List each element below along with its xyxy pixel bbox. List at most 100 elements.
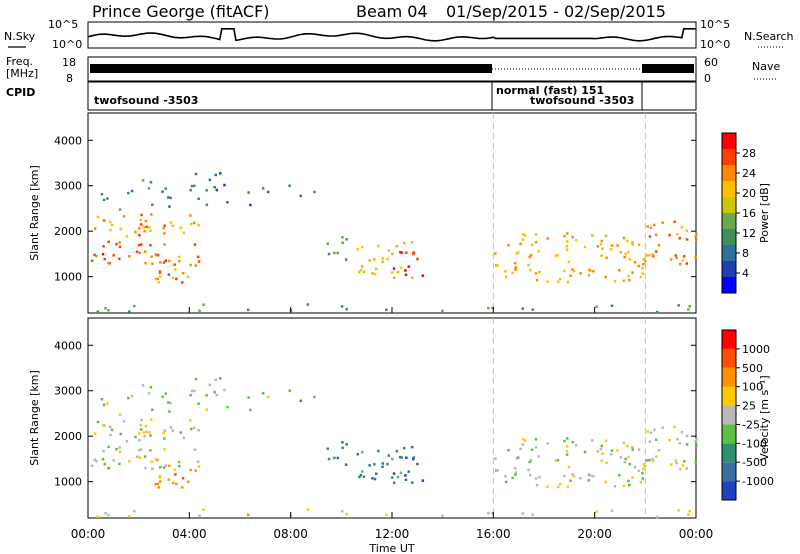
- power-cell: [145, 225, 148, 229]
- power-cell: [247, 308, 250, 312]
- power-cell: [487, 306, 490, 310]
- power-cell: [215, 188, 219, 192]
- power-cell: [130, 189, 134, 193]
- power-cell: [616, 244, 619, 247]
- power-cell: [566, 280, 570, 284]
- power-cell: [619, 251, 623, 254]
- power-cell: [504, 270, 507, 273]
- velocity-cell: [151, 467, 154, 470]
- velocity-cell: [215, 393, 219, 397]
- colorbar-tick-label: 1000: [742, 343, 770, 356]
- velocity-cell: [173, 468, 176, 471]
- velocity-cell: [546, 442, 549, 445]
- velocity-cell: [385, 513, 388, 516]
- colorbar-segment: [722, 277, 736, 293]
- power-cell: [102, 198, 106, 202]
- velocity-cell: [514, 473, 517, 476]
- power-cell: [341, 236, 344, 239]
- velocity-cell: [657, 449, 661, 452]
- power-cell: [604, 275, 607, 279]
- velocity-cell: [169, 426, 173, 429]
- power-cell: [141, 179, 145, 182]
- velocity-cell: [574, 444, 578, 447]
- power-cell: [190, 184, 194, 188]
- power-cell: [159, 261, 162, 264]
- velocity-cell: [149, 449, 152, 452]
- velocity-cell: [390, 476, 394, 479]
- colorbar-segment: [722, 424, 736, 444]
- velocity-cell: [537, 455, 540, 458]
- power-cell: [583, 245, 587, 249]
- power-cell: [538, 270, 541, 274]
- velocity-cell: [104, 512, 107, 515]
- velocity-cell: [143, 435, 146, 438]
- power-cell: [546, 280, 549, 283]
- velocity-cell: [511, 476, 514, 480]
- time-axis: 00:00 04:00 08:00 12:00 16:00 20:00 00:00: [71, 307, 713, 541]
- velocity-cell: [631, 446, 634, 449]
- power-cell: [186, 275, 190, 278]
- power-cell: [149, 229, 152, 232]
- power-cell: [531, 308, 534, 311]
- velocity-cell: [138, 439, 141, 442]
- velocity-cell: [118, 450, 122, 454]
- colorbar-tick-label: 12: [742, 227, 756, 240]
- power-cell: [587, 274, 590, 277]
- cpid-segment-1: twofsound -3503: [94, 94, 198, 107]
- velocity-cell: [163, 429, 166, 432]
- power-cell: [648, 235, 652, 238]
- velocity-cell: [213, 390, 216, 394]
- power-cell: [600, 254, 603, 257]
- power-cell: [496, 264, 499, 267]
- power-cell: [393, 276, 396, 279]
- velocity-cell: [172, 481, 175, 485]
- velocity-cell: [361, 470, 364, 473]
- velocity-cell: [565, 449, 569, 453]
- power-cell: [327, 252, 331, 256]
- nsky-tick-bottom: 10^0: [52, 38, 82, 51]
- velocity-cell: [587, 479, 590, 482]
- velocity-cell: [158, 474, 162, 478]
- velocity-cell: [93, 432, 97, 435]
- velocity-colorbar: 1000 500 100 25 -25 -100 -500 -1000: [721, 329, 774, 501]
- velocity-cell: [197, 465, 201, 468]
- velocity-cell: [646, 430, 649, 433]
- colorbar-tick-label: -1000: [742, 475, 774, 488]
- power-cell: [138, 234, 141, 237]
- velocity-cell: [205, 408, 209, 411]
- colorbar-segment: [722, 229, 736, 245]
- velocity-cell: [138, 432, 141, 435]
- velocity-cell: [112, 459, 115, 462]
- velocity-cell: [579, 477, 582, 480]
- cpid-panel-frame: [87, 81, 697, 111]
- power-cell: [182, 231, 186, 235]
- velocity-cell: [167, 401, 170, 404]
- power-cell: [144, 219, 148, 223]
- velocity-cell: [164, 392, 167, 395]
- power-cell: [306, 303, 309, 306]
- power-cell: [554, 254, 558, 257]
- power-cell: [313, 190, 316, 194]
- nsky-tick-top: 10^5: [48, 18, 78, 31]
- power-cell: [416, 257, 419, 261]
- velocity-cell: [681, 464, 685, 467]
- power-cell: [399, 266, 403, 269]
- velocity-cell: [628, 462, 632, 466]
- colorbar-segment: [722, 481, 736, 500]
- velocity-cell: [642, 467, 645, 471]
- velocity-cell: [167, 478, 171, 481]
- power-cell: [197, 224, 200, 227]
- velocity-cell: [149, 386, 153, 389]
- velocity-cell: [571, 440, 574, 444]
- power-cell: [95, 254, 98, 258]
- power-cell: [161, 190, 164, 193]
- power-cell: [556, 254, 560, 257]
- nsearch-tick-bottom: 10^0: [700, 38, 730, 51]
- power-cell: [519, 242, 522, 246]
- velocity-cell: [676, 438, 679, 441]
- velocity-cell: [102, 450, 105, 453]
- velocity-cell: [405, 456, 408, 459]
- beam-label: Beam 04: [356, 2, 428, 21]
- velocity-cell: [589, 474, 592, 477]
- power-cell: [223, 183, 226, 187]
